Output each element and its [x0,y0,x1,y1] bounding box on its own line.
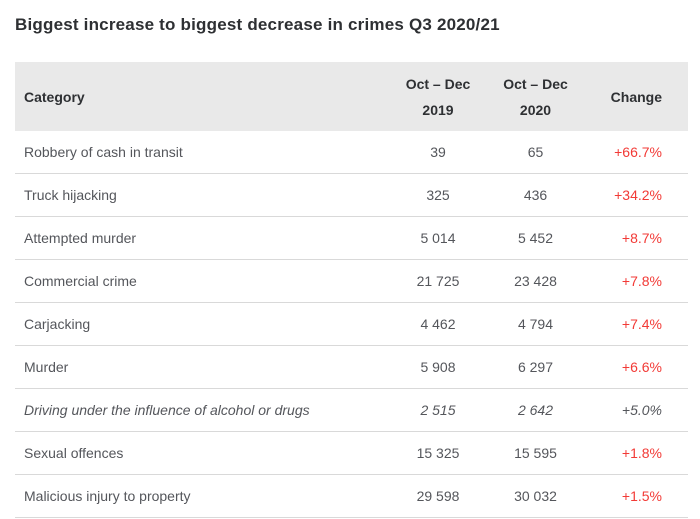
value-2019-cell: 4 462 [420,316,456,332]
table-row: Commercial crime 21 725 23 428 +7.8% [15,260,688,303]
header-oct-dec-2020-line1: Oct – Dec [503,75,568,92]
value-2020-cell: 5 452 [517,230,554,246]
page-title: Biggest increase to biggest decrease in … [15,15,500,34]
header-change: Change [610,88,662,105]
crime-statistics-table: Category Oct – Dec 2019 Oct – Dec 2020 C… [15,62,688,518]
header-oct-dec-2020-line2: 2020 [519,101,552,118]
value-2020-cell: 23 428 [514,273,557,289]
value-2019-cell: 15 325 [416,445,460,461]
category-cell: Truck hijacking [24,187,117,203]
value-2019-cell: 2 515 [420,402,456,418]
change-cell: +8.7% [621,230,662,246]
value-2019-cell: 5 908 [420,359,456,375]
category-cell: Commercial crime [24,273,137,289]
category-cell: Sexual offences [24,445,124,461]
table-row: Carjacking 4 462 4 794 +7.4% [15,303,688,346]
change-cell: +7.8% [621,273,662,289]
value-2020-cell: 65 [527,144,544,160]
header-oct-dec-2019: Oct – Dec 2019 [388,71,488,123]
table-row: Malicious injury to property 29 598 30 0… [15,475,688,518]
value-2019-cell: 21 725 [416,273,460,289]
change-cell: +7.4% [621,316,662,332]
category-cell: Robbery of cash in transit [24,144,183,160]
table-row: Robbery of cash in transit 39 65 +66.7% [15,131,688,174]
table-row: Murder 5 908 6 297 +6.6% [15,346,688,389]
category-cell: Attempted murder [24,230,137,246]
value-2020-cell: 436 [523,187,548,203]
change-cell: +6.6% [621,359,662,375]
table-row: Truck hijacking 325 436 +34.2% [15,174,688,217]
value-2019-cell: 39 [430,144,446,160]
value-2020-cell: 4 794 [517,316,554,332]
value-2020-cell: 30 032 [514,488,557,504]
table-row: Attempted murder 5 014 5 452 +8.7% [15,217,688,260]
table-row: Driving under the influence of alcohol o… [15,389,688,432]
header-oct-dec-2019-line1: Oct – Dec [405,75,471,92]
change-cell: +34.2% [614,187,662,203]
category-cell: Malicious injury to property [24,488,191,504]
value-2019-cell: 5 014 [420,230,456,246]
header-category: Category [24,88,85,105]
category-cell: Driving under the influence of alcohol o… [24,402,310,418]
table-row: Sexual offences 15 325 15 595 +1.8% [15,432,688,475]
value-2020-cell: 2 642 [517,402,554,418]
category-cell: Carjacking [24,316,91,332]
value-2019-cell: 29 598 [416,488,460,504]
value-2020-cell: 6 297 [517,359,554,375]
change-cell: +1.8% [621,445,662,461]
change-cell: +66.7% [614,144,662,160]
table-header-row: Category Oct – Dec 2019 Oct – Dec 2020 C… [15,62,688,131]
header-oct-dec-2020: Oct – Dec 2020 [488,71,583,123]
category-cell: Murder [24,359,69,375]
header-oct-dec-2019-line2: 2019 [422,101,454,118]
change-cell: +5.0% [621,402,662,418]
change-cell: +1.5% [621,488,662,504]
value-2019-cell: 325 [426,187,450,203]
value-2020-cell: 15 595 [514,445,557,461]
